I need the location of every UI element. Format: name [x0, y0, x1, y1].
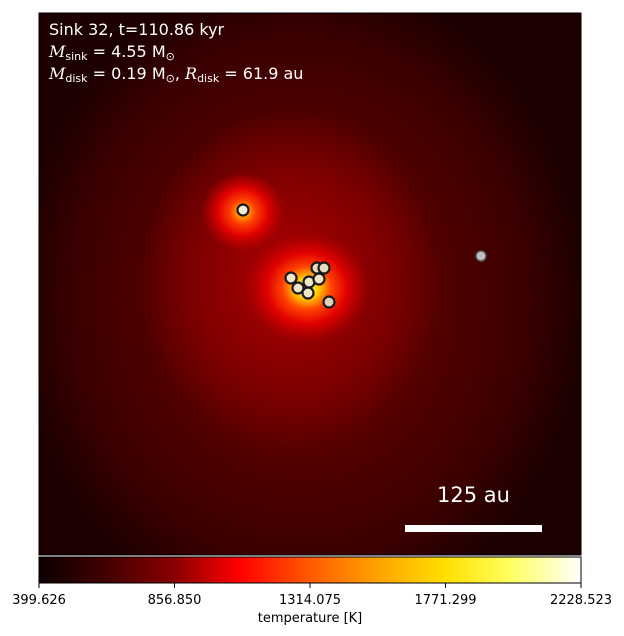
colorbar-tick-label: 399.626	[12, 593, 66, 608]
panel-frame	[38, 12, 582, 556]
mdisk-symbol: M	[49, 64, 66, 83]
colorbar-tick-label: 856.850	[147, 593, 202, 608]
sink-marker	[291, 281, 305, 295]
colorbar-tick-label: 2228.523	[549, 593, 613, 608]
sink-marker	[284, 271, 298, 285]
msink-subscript: sink	[65, 50, 88, 63]
msink-value: = 4.55 M	[87, 42, 166, 61]
msink-unit: ⊙	[165, 50, 175, 63]
sink-marker	[236, 203, 250, 217]
sink-marker	[301, 286, 315, 300]
scale-bar	[405, 525, 542, 532]
mdisk-subscript: disk	[65, 72, 88, 85]
sink-markers	[236, 203, 487, 309]
rdisk-value: = 61.9 au	[219, 64, 304, 83]
msink-symbol: M	[49, 42, 66, 61]
rdisk-subscript: disk	[197, 72, 220, 85]
disk-properties-label: Mdisk = 0.19 M⊙, Rdisk = 61.9 au	[49, 64, 303, 89]
sink-marker	[317, 261, 331, 275]
colorbar-label: temperature [K]	[257, 611, 363, 626]
sink-title: Sink 32, t=110.86 kyr	[49, 20, 225, 39]
sink-marker-distant	[475, 250, 487, 262]
temperature-map	[39, 13, 581, 555]
rdisk-separator: ,	[174, 64, 186, 83]
colorbar	[38, 556, 582, 584]
sink-marker	[312, 272, 326, 286]
mdisk-unit: ⊙	[165, 72, 175, 85]
colorbar-ticks	[38, 583, 582, 588]
colorbar-tick-label: 1314.075	[278, 593, 342, 608]
scale-bar-label: 125 au	[437, 483, 510, 507]
sink-mass-label: Msink = 4.55 M⊙	[49, 42, 175, 67]
rdisk-symbol: R	[185, 64, 198, 83]
sink-marker	[322, 295, 336, 309]
colorbar-tick-label: 1771.299	[414, 593, 477, 608]
mdisk-value: = 0.19 M	[87, 64, 166, 83]
